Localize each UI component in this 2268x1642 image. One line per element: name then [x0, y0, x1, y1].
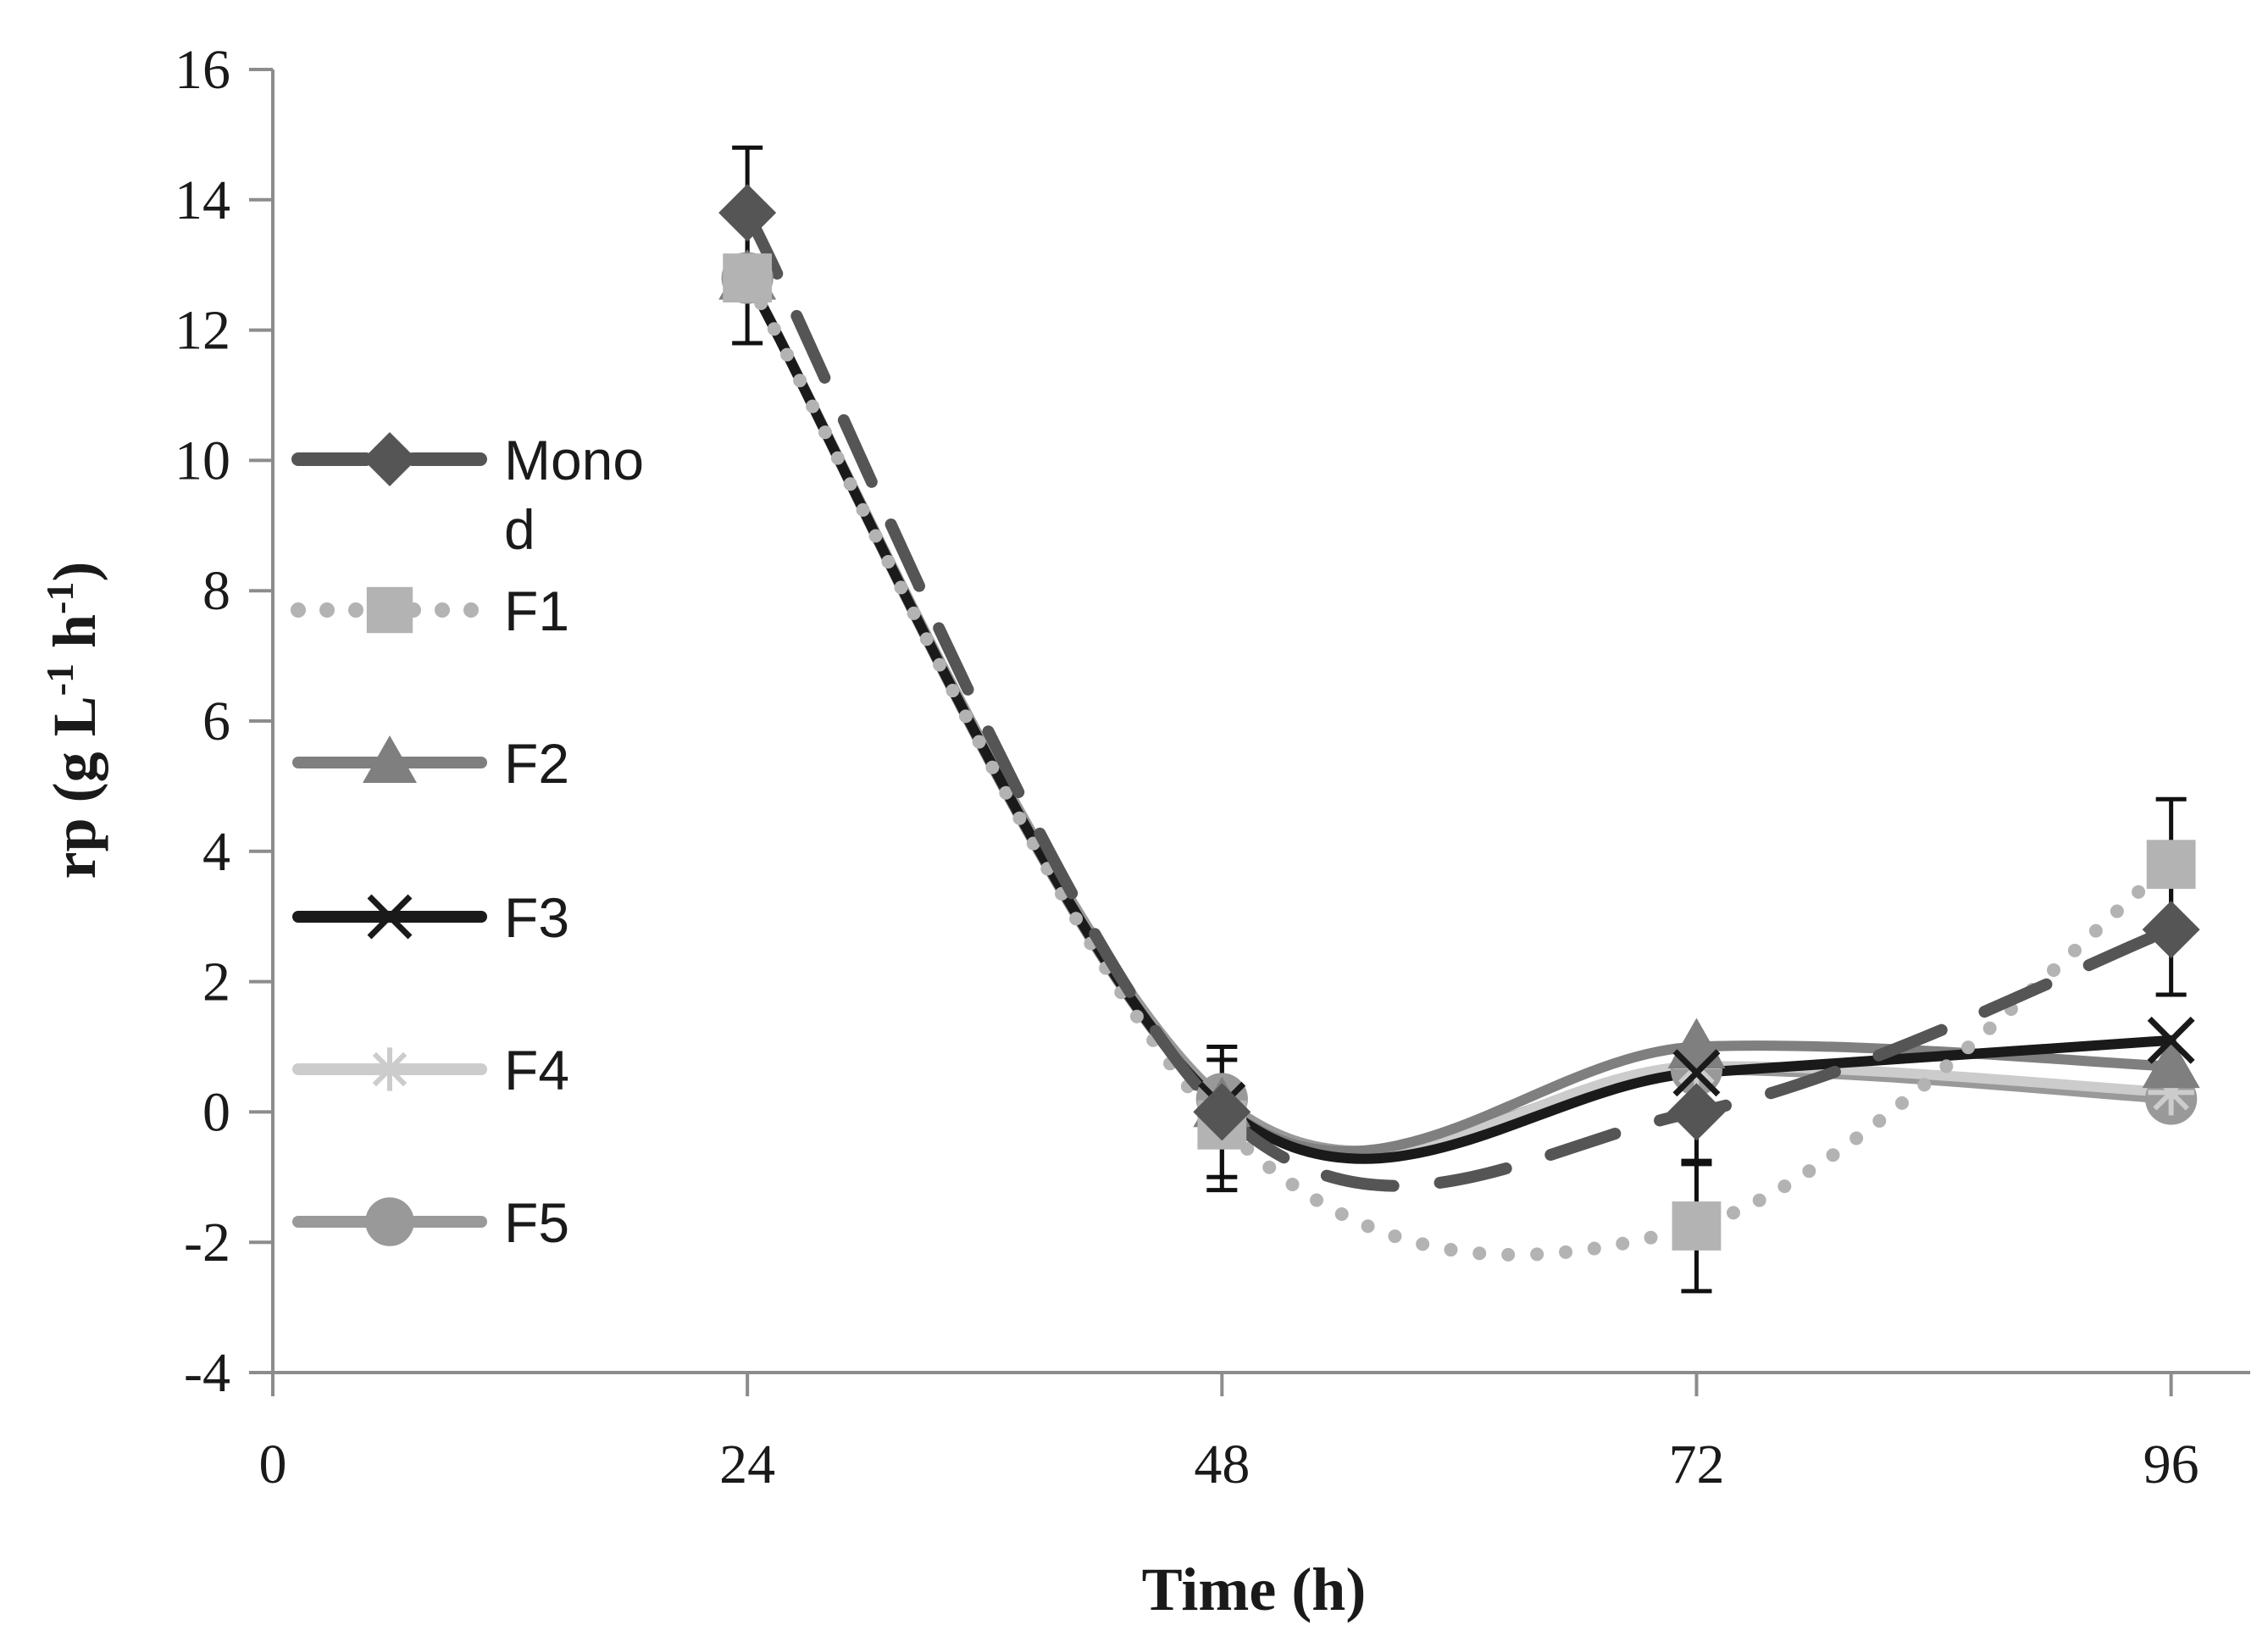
y-tick-label: 14: [175, 169, 230, 231]
y-tick-label: -2: [184, 1212, 230, 1273]
y-tick-label: 6: [202, 691, 230, 752]
y-tick-label: 10: [175, 430, 230, 491]
data-point: [1672, 1049, 1721, 1097]
data-point: [723, 253, 773, 302]
y-tick-label: -4: [184, 1342, 230, 1404]
y-tick-label: 12: [175, 300, 230, 362]
data-point: [2147, 1016, 2195, 1064]
legend-marker: [363, 432, 417, 486]
data-point: [1193, 1083, 1251, 1141]
legend-marker: [367, 894, 413, 940]
legend-marker: [365, 1197, 414, 1246]
legend: Mono d F1 F2 F3 F4 F5: [291, 429, 644, 1254]
legend-entry: F1: [291, 580, 569, 642]
data-point: [1672, 1201, 1722, 1251]
y-tick-label: 2: [202, 951, 230, 1013]
legend-label: F1: [504, 580, 569, 642]
legend-label-wrap: d: [504, 498, 535, 561]
series-lines: [740, 207, 2178, 1262]
data-point: [2142, 901, 2200, 959]
x-tick-label: 24: [719, 1434, 775, 1495]
x-tick-label: 96: [2143, 1434, 2199, 1495]
data-point: [718, 184, 777, 242]
legend-marker: [368, 1047, 412, 1091]
legend-label: F3: [504, 886, 569, 949]
y-tick-label: 4: [202, 821, 230, 883]
data-point: [2146, 840, 2196, 890]
y-tick-label: 0: [202, 1081, 230, 1143]
y-axis-title-main: rp (g L: [41, 696, 108, 879]
legend-marker: [363, 735, 417, 783]
y-axis-title-end: ): [41, 562, 108, 582]
series-line: [740, 271, 2178, 1262]
y-axis-title-sup2: -1: [38, 582, 81, 614]
series-markers: [718, 184, 2200, 1251]
legend-marker: [366, 586, 413, 634]
legend-entry: F5: [292, 1191, 569, 1254]
data-point: [2142, 1037, 2200, 1089]
y-tick-label: 8: [202, 560, 230, 622]
legend-entry: F2: [292, 732, 569, 795]
y-axis-title-mid: h: [41, 614, 108, 663]
y-axis-title: rp (g L-1 h-1): [38, 562, 108, 879]
legend-label: F4: [504, 1039, 569, 1101]
legend-entry: F3: [292, 886, 569, 949]
legend-entry: F4: [292, 1039, 569, 1101]
x-axis-title: Time (h): [1142, 1556, 1367, 1623]
legend-entry: Mono d: [291, 429, 644, 561]
error-bars: [732, 145, 2187, 1294]
data-point: [1667, 1083, 1726, 1141]
series-line: [741, 207, 2177, 1192]
x-tick-label: 0: [259, 1434, 287, 1495]
x-tick-label: 72: [1668, 1434, 1724, 1495]
legend-label: Mono: [504, 429, 644, 491]
x-tick-label: 48: [1194, 1434, 1250, 1495]
y-tick-label: 16: [175, 39, 230, 101]
legend-label: F2: [504, 732, 569, 795]
y-axis-title-sup1: -1: [38, 663, 81, 696]
legend-label: F5: [504, 1191, 569, 1254]
